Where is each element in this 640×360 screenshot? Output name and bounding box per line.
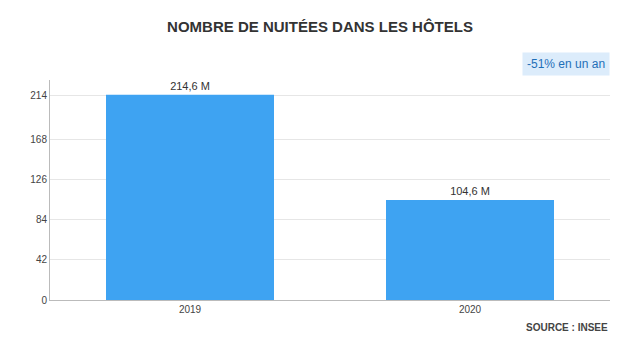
svg-text:SOURCE : INSEE: SOURCE : INSEE <box>526 322 608 333</box>
svg-text:214: 214 <box>30 90 47 101</box>
svg-text:2020: 2020 <box>459 304 482 315</box>
svg-text:168: 168 <box>30 134 47 145</box>
svg-text:0: 0 <box>41 295 47 306</box>
svg-text:104,6 M: 104,6 M <box>450 185 490 197</box>
svg-text:42: 42 <box>36 254 48 265</box>
svg-text:214,6 M: 214,6 M <box>170 80 210 92</box>
svg-text:84: 84 <box>36 214 48 225</box>
svg-text:NOMBRE DE NUITÉES DANS LES HÔT: NOMBRE DE NUITÉES DANS LES HÔTELS <box>167 18 473 35</box>
svg-text:-51% en un an: -51% en un an <box>527 57 605 71</box>
svg-text:2019: 2019 <box>179 304 202 315</box>
svg-text:126: 126 <box>30 174 47 185</box>
